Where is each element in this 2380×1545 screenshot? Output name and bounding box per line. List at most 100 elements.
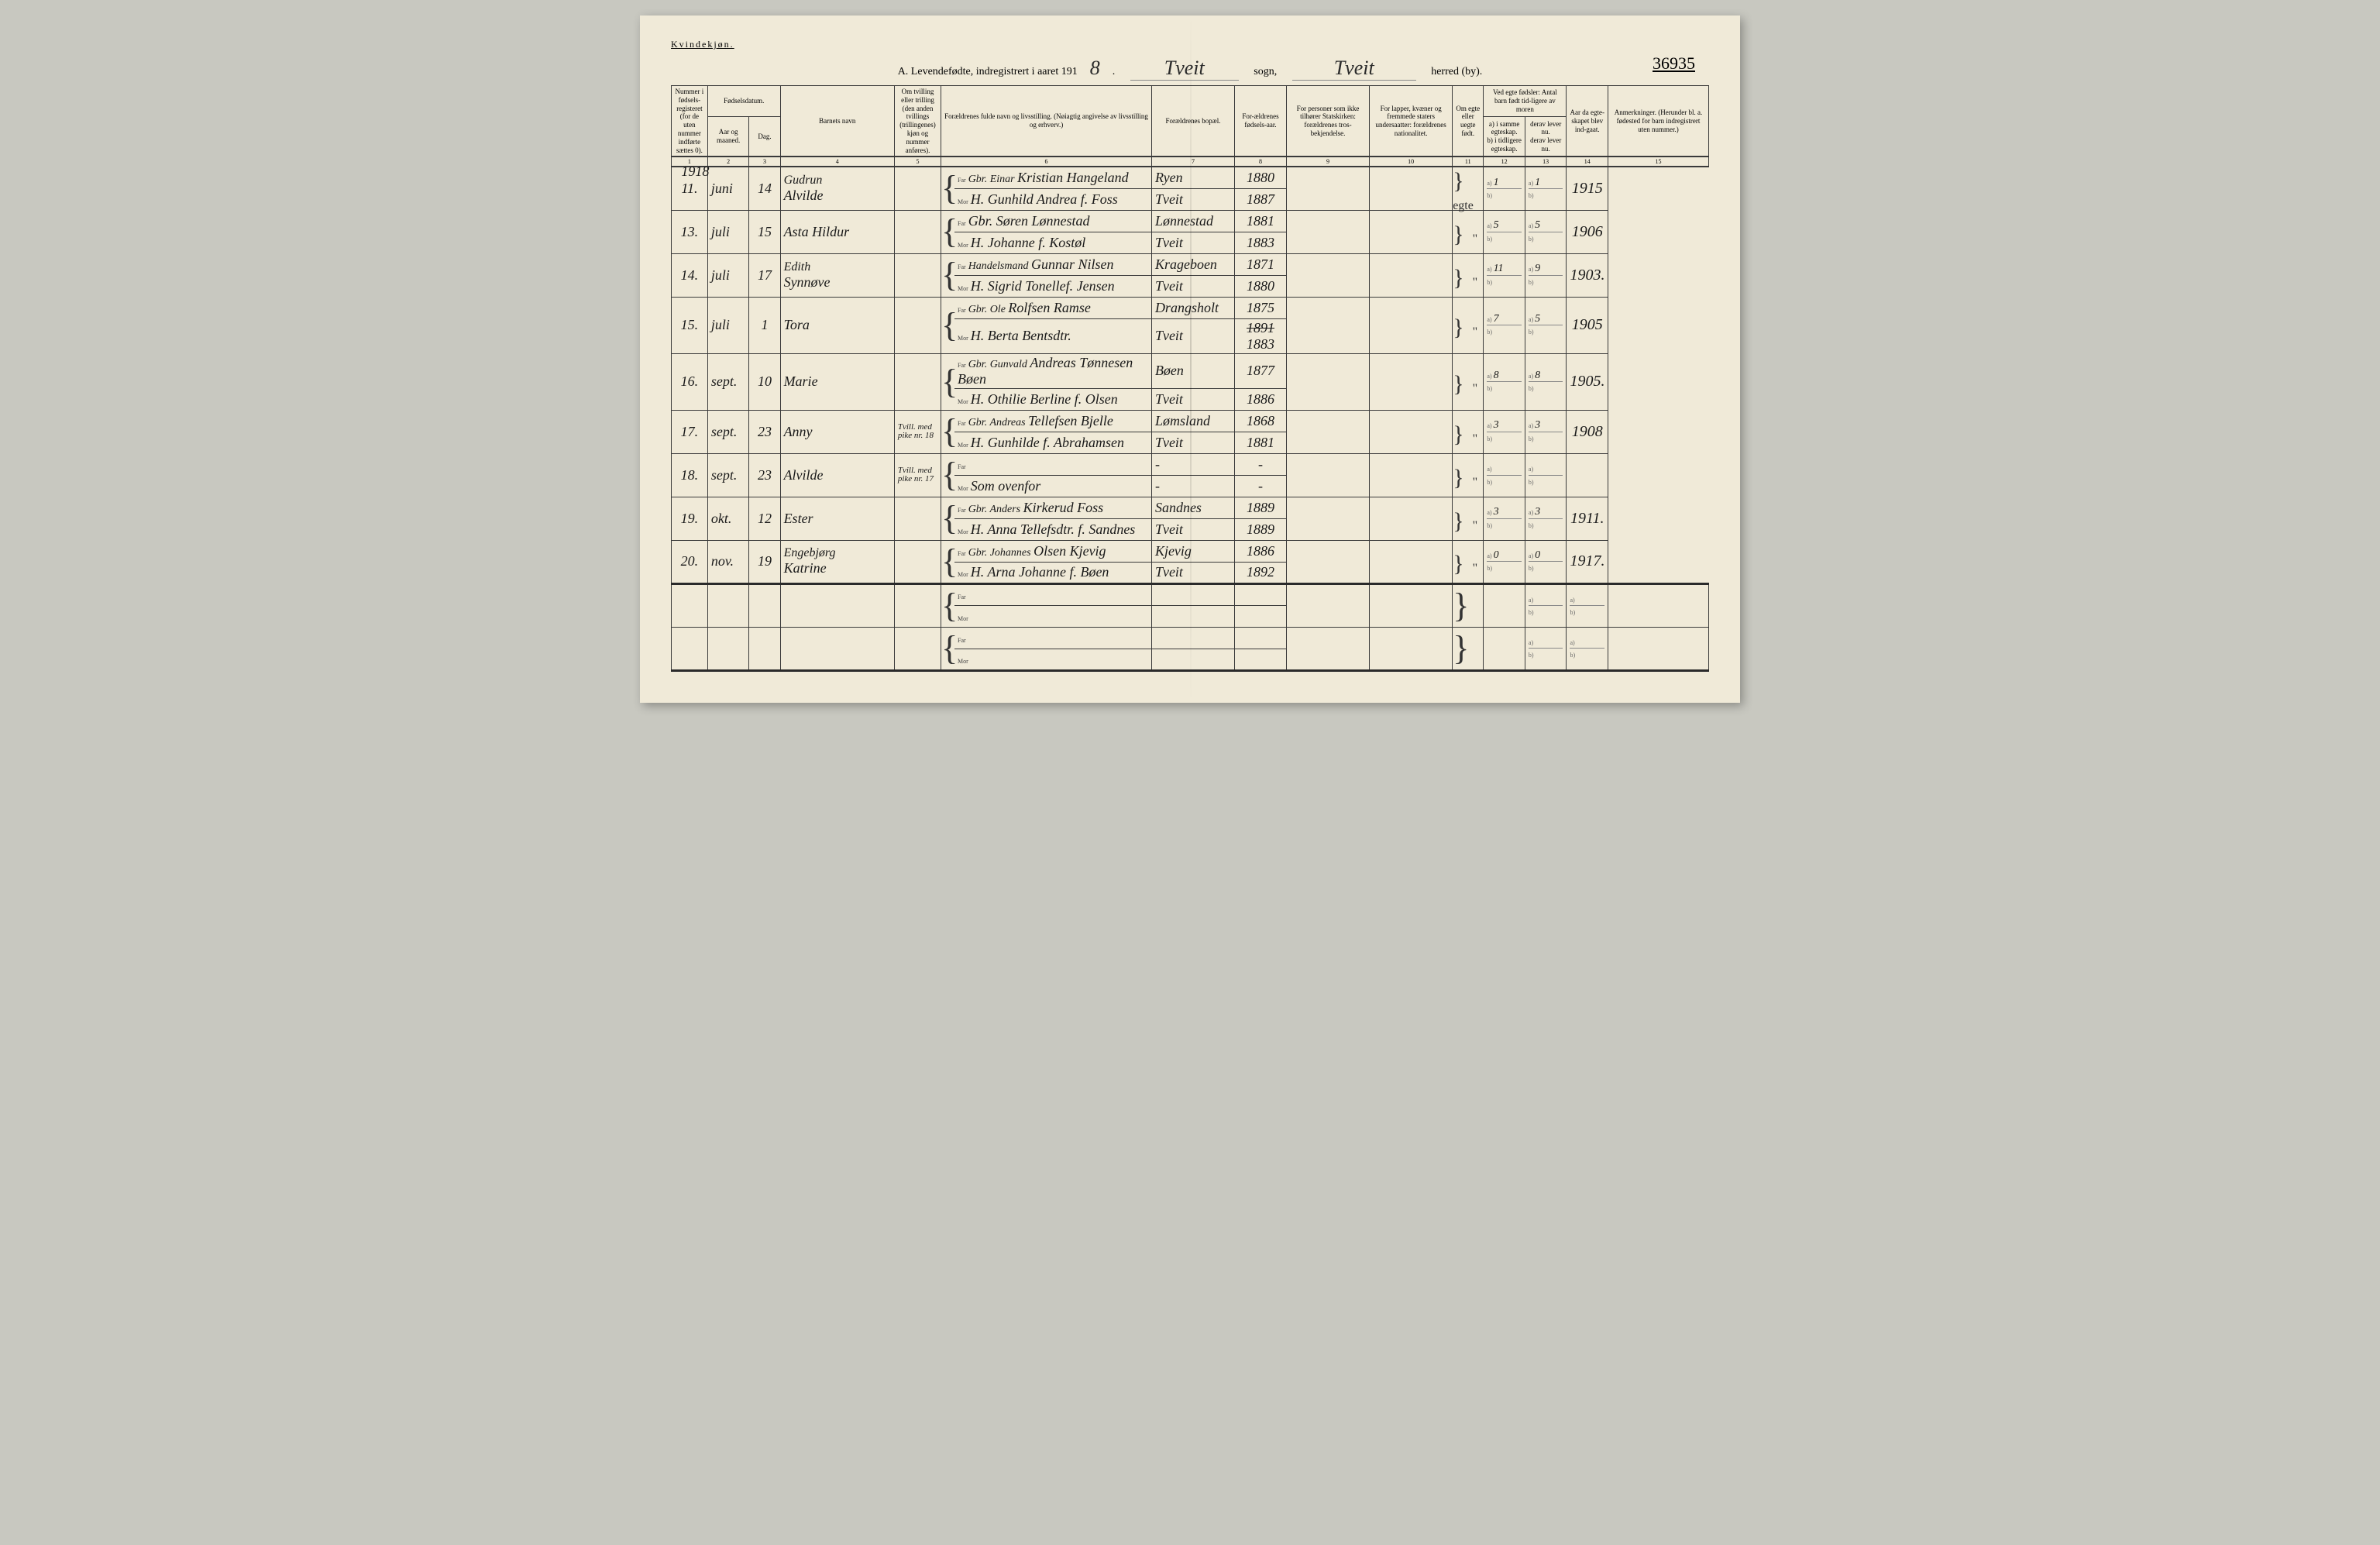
table-row: 20.nov.19EngebjørgKatrine{FarGbr. Johann… [672,540,1709,562]
col-8: For-ældrenes fødsels-aar. [1235,86,1287,157]
mother-line: MorH. Anna Tellefsdtr. f. Sandnes [954,518,1151,540]
bopal-mor: Tveit [1151,432,1234,453]
col-4: Barnets navn [780,86,894,157]
marriage-year: 1908 [1567,410,1608,453]
brace-2: } " [1453,353,1484,410]
col13: 3 [1525,410,1567,453]
heading-prefix: A. Levendefødte, indregistrert i aaret 1… [898,66,1078,77]
col-12a: a) i samme egteskap.b) i tidligere egtes… [1484,116,1525,157]
col-13a: derav lever nu.derav lever nu. [1525,116,1567,157]
twin-note [894,210,941,253]
col13: 3 [1525,497,1567,540]
brace-2: } " [1453,497,1484,540]
col13: 8 [1525,353,1567,410]
bopal-mor: Tveit [1151,188,1234,210]
col-12-top: Ved egte fødsler: Antal barn født tid-li… [1484,86,1567,117]
aar-mor: 1887 [1235,188,1287,210]
day: 23 [749,453,780,497]
register-page: Kvindekjøn. A. Levendefødte, indregistre… [640,15,1740,703]
tros [1286,497,1369,540]
tros [1286,540,1369,583]
day: 10 [749,353,780,410]
mother-line: MorSom ovenfor [954,475,1151,497]
mother-line: MorH. Sigrid Tonellef. Jensen [954,275,1151,297]
col-10: For lapper, kvæner og fremmede staters u… [1370,86,1453,157]
col-9: For personer som ikke tilhører Statskirk… [1286,86,1369,157]
bopal-far: Bøen [1151,353,1234,388]
tros [1286,297,1369,353]
mother-line: MorH. Othilie Berline f. Olsen [954,388,1151,410]
child-name: GudrunAlvilde [780,167,894,210]
column-numbers: 1 2 3 4 5 6 7 8 9 10 11 12 13 14 15 [672,157,1709,167]
table-row: 18.sept.23AlvildeTvill. med pike nr. 17{… [672,453,1709,475]
marriage-year: 1903. [1567,253,1608,297]
bopal-far: Drangsholt [1151,297,1234,318]
twin-note: Tvill. med pike nr. 17 [894,453,941,497]
tros [1286,353,1369,410]
month: sept. [707,353,749,410]
month: nov. [707,540,749,583]
brace-2: } " [1453,540,1484,583]
table-row: 15.juli1Tora{FarGbr. Ole Rolfsen RamseDr… [672,297,1709,318]
table-row: 19.okt.12Ester{FarGbr. Anders Kirkerud F… [672,497,1709,518]
aar-far: 1875 [1235,297,1287,318]
twin-note [894,167,941,210]
twin-note [894,353,941,410]
col12 [1484,453,1525,497]
child-name: Anny [780,410,894,453]
table-row: 13.juli15Asta Hildur{FarGbr. Søren Lønne… [672,210,1709,232]
marriage-year [1567,453,1608,497]
bopal-far: Sandnes [1151,497,1234,518]
nationality [1370,410,1453,453]
herred-value: Tveit [1292,57,1416,81]
brace-2: } " [1453,210,1484,253]
col12: 1 [1484,167,1525,210]
day: 19 [749,540,780,583]
bopal-far: Lønnestad [1151,210,1234,232]
day: 23 [749,410,780,453]
col13 [1525,453,1567,497]
brace-2: } " [1453,453,1484,497]
col-14: Aar da egte-skapet blev ind-gaat. [1567,86,1608,157]
nationality [1370,253,1453,297]
day: 12 [749,497,780,540]
brace: { [941,353,954,410]
aar-mor: - [1235,475,1287,497]
col-15: Anmerkninger. (Herunder bl. a. fødested … [1608,86,1709,157]
child-name: Marie [780,353,894,410]
day: 17 [749,253,780,297]
nationality [1370,540,1453,583]
child-name: Asta Hildur [780,210,894,253]
brace-2: } egte [1453,167,1484,210]
bopal-far: Krageboen [1151,253,1234,275]
twin-note [894,253,941,297]
reg-number: 191811. [672,167,708,210]
col13: 1 [1525,167,1567,210]
marriage-year: 1906 [1567,210,1608,253]
corner-number: 36935 [1653,53,1695,74]
bopal-far: Kjevig [1151,540,1234,562]
tros [1286,210,1369,253]
tros [1286,410,1369,453]
month: juni [707,167,749,210]
aar-mor: 1891 1883 [1235,318,1287,353]
father-line: FarGbr. Gunvald Andreas Tønnesen Bøen [954,353,1151,388]
father-line: FarGbr. Ole Rolfsen Ramse [954,297,1151,318]
table-body: 191811.juni14GudrunAlvilde{FarGbr. Einar… [672,167,1709,670]
col12: 3 [1484,497,1525,540]
col-2a: Aar og maaned. [707,116,749,157]
table-row-empty: {Far} [672,583,1709,605]
mother-line: MorH. Arna Johanne f. Bøen [954,562,1151,583]
col12: 5 [1484,210,1525,253]
marriage-year: 1905 [1567,297,1608,353]
col12: 7 [1484,297,1525,353]
marriage-year: 1915 [1567,167,1608,210]
table-header: Nummer i fødsels-registeret (for de uten… [672,86,1709,167]
brace-2: } " [1453,253,1484,297]
nationality [1370,210,1453,253]
col13: 5 [1525,297,1567,353]
mother-line: MorH. Johanne f. Kostøl [954,232,1151,253]
month: juli [707,210,749,253]
col13: 0 [1525,540,1567,583]
mother-line: MorH. Gunhild Andrea f. Foss [954,188,1151,210]
